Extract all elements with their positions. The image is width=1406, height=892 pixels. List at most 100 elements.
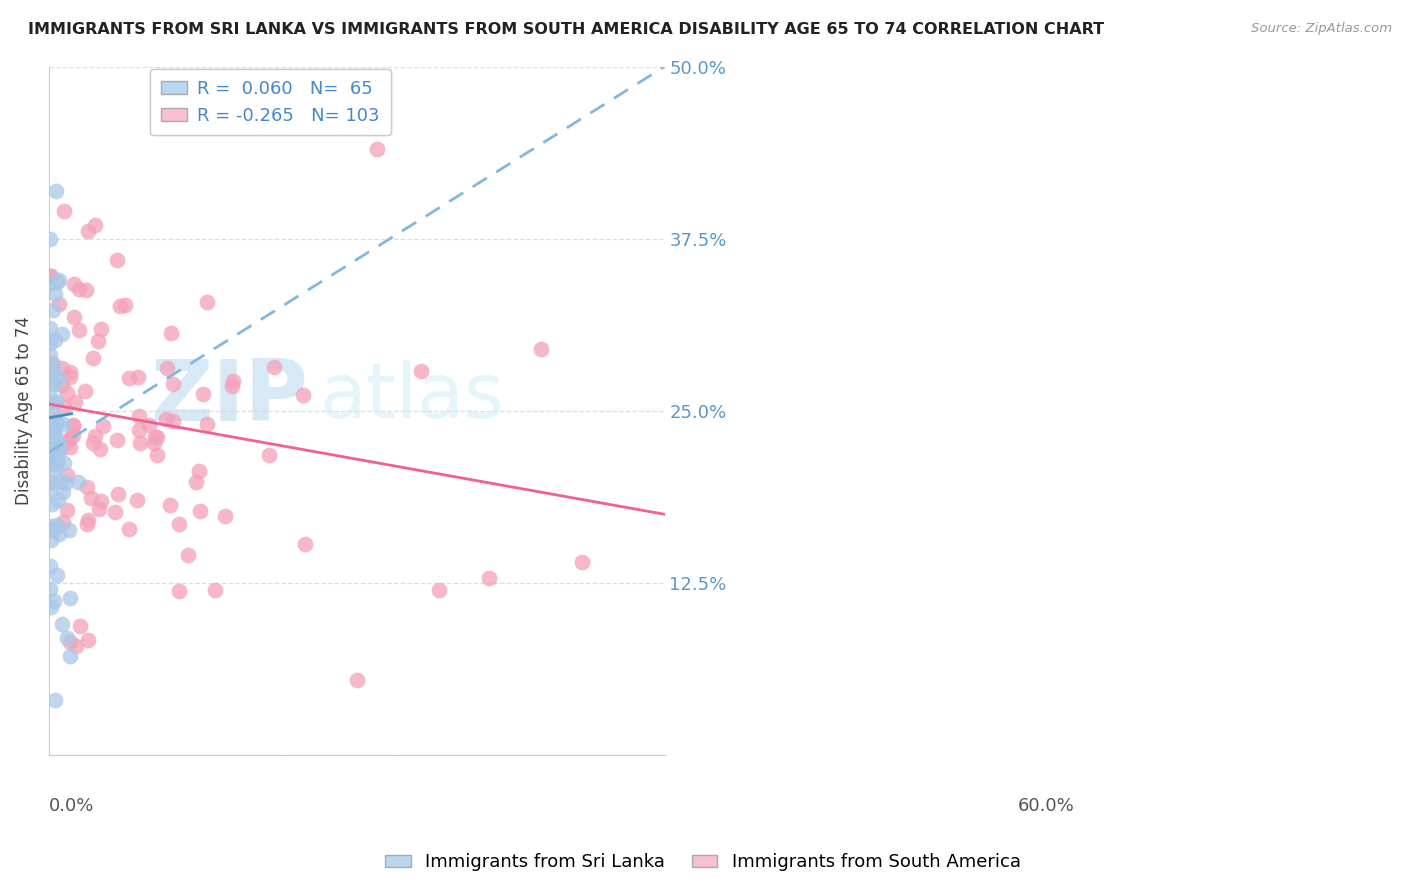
Point xyxy=(118,371,141,385)
Point xyxy=(38,454,60,468)
Point xyxy=(41,356,63,370)
Point xyxy=(184,475,207,490)
Point xyxy=(129,436,152,450)
Point xyxy=(38,482,60,496)
Point xyxy=(38,321,60,335)
Text: 0.0%: 0.0% xyxy=(49,797,94,814)
Point xyxy=(571,556,593,570)
Point xyxy=(52,485,75,500)
Point xyxy=(42,303,65,318)
Point xyxy=(46,456,69,470)
Point xyxy=(77,224,100,238)
Point xyxy=(39,232,62,246)
Point xyxy=(66,475,89,490)
Point xyxy=(63,310,86,324)
Point xyxy=(89,442,111,456)
Point xyxy=(82,351,104,365)
Point xyxy=(44,333,66,347)
Point xyxy=(58,523,80,537)
Point xyxy=(41,497,63,511)
Point xyxy=(42,422,65,436)
Point xyxy=(155,412,177,426)
Point xyxy=(49,474,72,488)
Point xyxy=(263,359,285,374)
Point xyxy=(38,368,60,382)
Point xyxy=(69,619,91,633)
Point xyxy=(77,512,100,526)
Point xyxy=(42,364,65,378)
Point xyxy=(142,436,165,450)
Point xyxy=(104,505,127,519)
Point xyxy=(46,492,69,507)
Point xyxy=(51,617,73,632)
Point xyxy=(62,418,84,433)
Point xyxy=(62,418,84,433)
Point xyxy=(53,204,76,219)
Point xyxy=(195,417,218,432)
Point xyxy=(59,430,82,444)
Point xyxy=(48,273,70,287)
Point xyxy=(45,275,67,289)
Point xyxy=(128,424,150,438)
Point xyxy=(292,388,315,402)
Point xyxy=(58,591,80,606)
Point xyxy=(39,454,62,468)
Point xyxy=(366,142,388,156)
Point xyxy=(39,348,62,362)
Text: IMMIGRANTS FROM SRI LANKA VS IMMIGRANTS FROM SOUTH AMERICA DISABILITY AGE 65 TO : IMMIGRANTS FROM SRI LANKA VS IMMIGRANTS … xyxy=(28,22,1104,37)
Point xyxy=(105,433,128,447)
Point xyxy=(39,395,62,409)
Point xyxy=(162,414,184,428)
Point xyxy=(48,297,70,311)
Point xyxy=(69,282,91,296)
Text: ZIP: ZIP xyxy=(150,356,308,439)
Point xyxy=(46,517,69,532)
Point xyxy=(55,385,77,400)
Text: 60.0%: 60.0% xyxy=(1018,797,1076,814)
Point xyxy=(48,442,70,456)
Point xyxy=(44,411,66,425)
Point xyxy=(44,377,66,392)
Point xyxy=(41,368,63,383)
Point xyxy=(221,374,243,388)
Text: Source: ZipAtlas.com: Source: ZipAtlas.com xyxy=(1251,22,1392,36)
Point xyxy=(530,342,553,356)
Point xyxy=(221,378,243,392)
Point xyxy=(42,463,65,477)
Y-axis label: Disability Age 65 to 74: Disability Age 65 to 74 xyxy=(15,317,32,506)
Point xyxy=(214,508,236,523)
Point xyxy=(76,516,98,531)
Point xyxy=(39,533,62,547)
Point xyxy=(46,417,69,431)
Point xyxy=(39,455,62,469)
Point xyxy=(127,369,149,384)
Point xyxy=(41,363,63,377)
Point xyxy=(105,252,128,267)
Point xyxy=(167,517,190,532)
Point xyxy=(159,498,181,512)
Point xyxy=(39,582,62,596)
Point xyxy=(146,448,169,462)
Point xyxy=(53,476,76,491)
Point xyxy=(107,487,129,501)
Point xyxy=(44,426,66,441)
Point xyxy=(156,360,179,375)
Point xyxy=(53,400,76,414)
Point xyxy=(146,430,169,444)
Point xyxy=(44,287,66,301)
Point xyxy=(118,522,141,536)
Point xyxy=(80,491,103,505)
Point xyxy=(143,430,166,444)
Point xyxy=(44,415,66,429)
Point xyxy=(41,475,63,490)
Point xyxy=(84,428,107,442)
Point xyxy=(44,594,66,608)
Legend: Immigrants from Sri Lanka, Immigrants from South America: Immigrants from Sri Lanka, Immigrants fr… xyxy=(378,847,1028,879)
Point xyxy=(38,475,60,490)
Point xyxy=(39,449,62,463)
Point xyxy=(51,378,73,392)
Point xyxy=(51,327,73,342)
Point xyxy=(45,453,67,467)
Point xyxy=(58,634,80,648)
Point xyxy=(65,639,87,653)
